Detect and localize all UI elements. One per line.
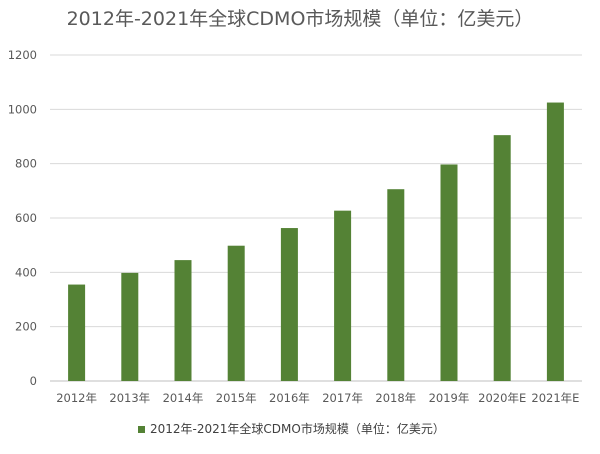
bar <box>227 245 245 381</box>
x-tick-label: 2018年 <box>375 391 416 405</box>
x-tick-label: 2019年 <box>429 391 470 405</box>
bar <box>387 189 405 381</box>
x-tick-label: 2017年 <box>322 391 363 405</box>
y-tick-label: 1000 <box>8 102 37 116</box>
bar <box>334 210 352 381</box>
legend-swatch <box>138 426 145 433</box>
bar <box>121 272 139 381</box>
y-tick-label: 1200 <box>8 48 37 62</box>
x-tick-label: 2014年 <box>163 391 204 405</box>
chart-title: 2012年-2021年全球CDMO市场规模（单位：亿美元） <box>67 8 534 30</box>
y-tick-label: 0 <box>30 374 37 388</box>
bar <box>440 164 458 381</box>
bar <box>174 260 192 381</box>
gridlines <box>50 54 582 382</box>
bar <box>280 228 298 381</box>
x-tick-label: 2015年 <box>216 391 257 405</box>
x-tick-label: 2013年 <box>109 391 150 405</box>
x-tick-label: 2020年E <box>478 391 526 405</box>
x-tick-label: 2021年E <box>531 391 579 405</box>
bar <box>68 284 86 381</box>
x-tick-label: 2016年 <box>269 391 310 405</box>
x-tick-label: 2012年 <box>56 391 97 405</box>
y-axis-ticks: 0 200 400 600 800 1000 1200 <box>8 48 37 388</box>
y-tick-label: 800 <box>15 157 37 171</box>
bars <box>68 102 564 382</box>
legend-label: 2012年-2021年全球CDMO市场规模（单位：亿美元） <box>150 421 445 436</box>
y-tick-label: 200 <box>15 320 37 334</box>
y-tick-label: 400 <box>15 265 37 279</box>
bar <box>493 135 511 381</box>
y-tick-label: 600 <box>15 211 37 225</box>
legend: 2012年-2021年全球CDMO市场规模（单位：亿美元） <box>138 421 445 436</box>
bar <box>546 102 564 382</box>
x-axis-ticks: 2012年 2013年 2014年 2015年 2016年 2017年 2018年 2019年… <box>56 391 579 405</box>
